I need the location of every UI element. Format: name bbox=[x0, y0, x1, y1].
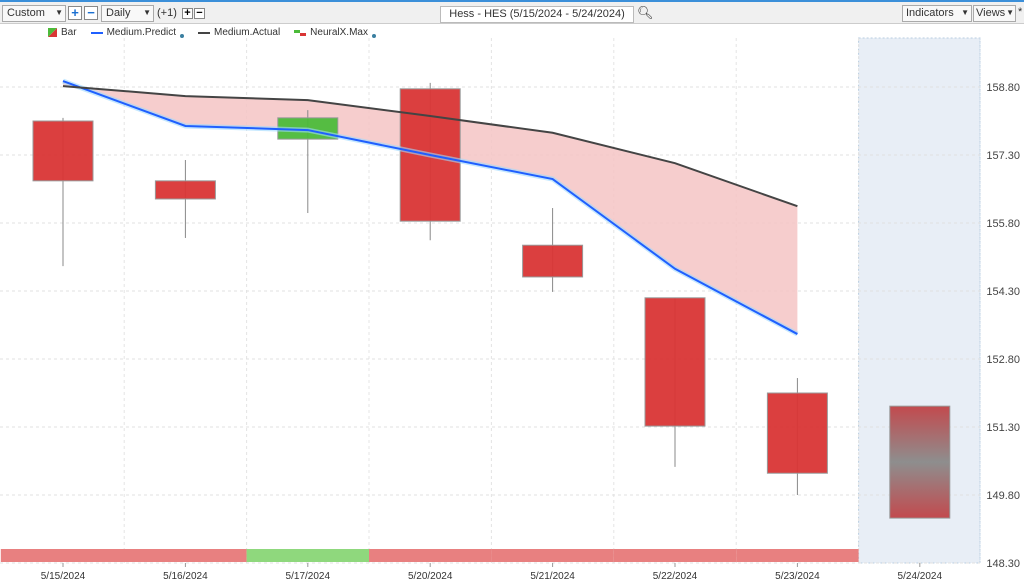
signal-icon bbox=[294, 29, 307, 36]
line-icon bbox=[198, 31, 211, 34]
x-tick-label: 5/22/2024 bbox=[653, 571, 698, 582]
signal-strip-segment bbox=[613, 549, 737, 562]
y-tick-label: 155.80 bbox=[986, 218, 1020, 230]
candle-body bbox=[644, 297, 706, 427]
zoom-out-button[interactable]: − bbox=[84, 6, 98, 20]
candle-body bbox=[154, 180, 216, 200]
offset-plus-button[interactable]: + bbox=[182, 8, 193, 19]
zoom-in-button[interactable]: + bbox=[68, 6, 82, 20]
x-tick-label: 5/16/2024 bbox=[163, 571, 208, 582]
x-tick-label: 5/17/2024 bbox=[286, 571, 331, 582]
x-tick-label: 5/21/2024 bbox=[530, 571, 575, 582]
chevron-down-icon: ▼ bbox=[55, 8, 63, 17]
y-tick-label: 158.80 bbox=[986, 82, 1020, 94]
legend-bar[interactable]: Bar bbox=[48, 27, 77, 38]
dot-icon bbox=[371, 33, 376, 38]
signal-strip-segment bbox=[491, 549, 614, 562]
forecast-candle bbox=[889, 405, 951, 519]
views-button[interactable]: Views ▼ bbox=[973, 5, 1016, 22]
x-tick-label: 5/24/2024 bbox=[898, 571, 943, 582]
x-tick-label: 5/20/2024 bbox=[408, 571, 453, 582]
legend-medium-actual[interactable]: Medium.Actual bbox=[198, 27, 280, 38]
line-icon bbox=[90, 31, 103, 34]
signal-strip-segment bbox=[246, 549, 369, 562]
offset-minus-button[interactable]: − bbox=[194, 8, 205, 19]
medium-predict-line bbox=[62, 80, 798, 335]
y-tick-label: 149.80 bbox=[986, 490, 1020, 502]
x-tick-label: 5/23/2024 bbox=[775, 571, 820, 582]
modified-indicator: * bbox=[1018, 6, 1023, 18]
y-tick-label: 151.30 bbox=[986, 422, 1020, 434]
y-tick-label: 152.80 bbox=[986, 354, 1020, 366]
legend-neuralx-max[interactable]: NeuralX.Max bbox=[294, 27, 376, 38]
chevron-down-icon: ▼ bbox=[1006, 8, 1014, 17]
dot-icon bbox=[180, 33, 185, 38]
period-select[interactable]: Daily ▼ bbox=[101, 5, 154, 22]
search-icon[interactable]: 🔍︎ bbox=[637, 5, 654, 20]
chevron-down-icon: ▼ bbox=[961, 8, 969, 17]
signal-strip-segment bbox=[736, 549, 859, 562]
bar-icon bbox=[48, 28, 57, 37]
offset-label: (+1) bbox=[157, 7, 177, 19]
y-tick-label: 148.30 bbox=[986, 558, 1020, 570]
signal-strip-segment bbox=[124, 549, 247, 562]
signal-strip-segment bbox=[369, 549, 492, 562]
candle-body bbox=[522, 244, 584, 278]
signal-strip-segment bbox=[0, 549, 126, 562]
indicators-button[interactable]: Indicators ▼ bbox=[902, 5, 972, 22]
y-tick-label: 154.30 bbox=[986, 286, 1020, 298]
y-tick-label: 157.30 bbox=[986, 150, 1020, 162]
symbol-title[interactable]: Hess - HES (5/15/2024 - 5/24/2024) bbox=[440, 6, 634, 23]
x-tick-label: 5/15/2024 bbox=[41, 571, 86, 582]
range-select[interactable]: Custom ▼ bbox=[2, 5, 66, 22]
candle-body bbox=[32, 120, 94, 182]
chevron-down-icon: ▼ bbox=[143, 8, 151, 17]
candle-body bbox=[766, 392, 828, 474]
toolbar: Custom ▼ + − Daily ▼ (+1) + − Hess - HES (… bbox=[0, 0, 1024, 24]
legend: Bar Medium.Predict Medium.Actual NeuralX… bbox=[48, 27, 376, 38]
medium-actual-line bbox=[62, 85, 798, 208]
legend-medium-predict[interactable]: Medium.Predict bbox=[90, 27, 185, 38]
